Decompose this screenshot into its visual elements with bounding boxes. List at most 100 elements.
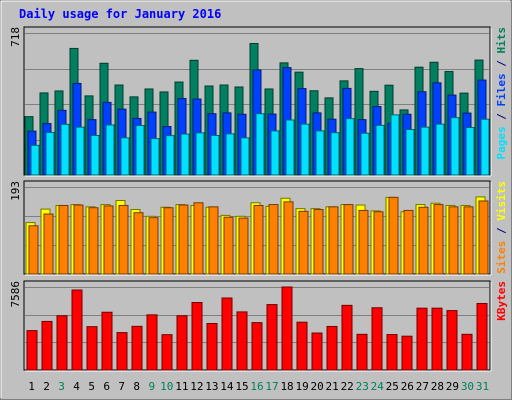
bar-kbytes-day-13 — [206, 322, 218, 371]
bar-sites-day-4 — [73, 204, 84, 275]
x-tick-label: 4 — [73, 380, 80, 393]
bar-pages-day-4 — [75, 126, 85, 176]
bar-kbytes-day-25 — [386, 334, 398, 371]
bar-pages-day-31 — [480, 118, 490, 176]
bar-pages-day-29 — [450, 117, 460, 176]
x-tick-label: 24 — [371, 380, 385, 393]
bar-pages-day-20 — [315, 130, 325, 176]
bar-pages-day-26 — [405, 129, 415, 176]
bar-sites-day-25 — [388, 196, 399, 275]
x-tick-label: 31 — [476, 380, 489, 393]
bar-sites-day-14 — [223, 216, 234, 275]
y-max-label: 7586 — [9, 281, 22, 308]
bar-sites-day-9 — [148, 217, 159, 275]
x-tick-label: 14 — [220, 380, 234, 393]
bar-pages-day-17 — [270, 130, 280, 176]
bar-sites-day-22 — [343, 204, 354, 275]
x-tick-label: 12 — [190, 380, 203, 393]
legend-entry: Visits — [495, 181, 508, 221]
bar-pages-day-8 — [135, 125, 145, 176]
legend: Sites / Visits — [495, 181, 508, 274]
x-tick-label: 29 — [446, 380, 459, 393]
bar-sites-day-28 — [433, 204, 444, 275]
panel-hits-files-pages: 718 Pages / Files / Hits — [9, 26, 508, 177]
legend-entry: / — [495, 221, 508, 241]
x-tick-label: 9 — [148, 380, 155, 393]
panel-visits-sites: 193 Sites / Visits — [9, 180, 508, 276]
bar-kbytes-day-10 — [161, 334, 173, 371]
bar-sites-day-13 — [208, 206, 219, 275]
bar-pages-day-16 — [255, 113, 265, 176]
bar-pages-day-30 — [465, 127, 475, 176]
bar-sites-day-2 — [43, 213, 54, 275]
bar-pages-day-15 — [240, 137, 250, 176]
bar-kbytes-day-6 — [101, 311, 113, 371]
x-tick-label: 21 — [326, 380, 339, 393]
bar-sites-day-30 — [463, 206, 474, 275]
x-tick-label: 16 — [250, 380, 263, 393]
bar-sites-day-23 — [358, 209, 369, 275]
bar-pages-day-6 — [105, 124, 115, 176]
bar-pages-day-23 — [360, 132, 370, 176]
bar-kbytes-day-15 — [236, 311, 248, 371]
bar-pages-day-22 — [345, 118, 355, 176]
bar-sites-day-20 — [313, 209, 324, 275]
bar-pages-day-27 — [420, 126, 430, 176]
bar-sites-day-29 — [448, 206, 459, 275]
y-max-label: 718 — [9, 27, 22, 47]
panel-kbytes: 7586 KBytes — [9, 280, 508, 372]
legend-entry: / — [495, 54, 508, 74]
bar-pages-day-2 — [45, 131, 55, 176]
bar-kbytes-day-16 — [251, 322, 263, 371]
bar-kbytes-day-11 — [176, 315, 188, 371]
x-tick-label: 20 — [311, 380, 324, 393]
legend: Pages / Files / Hits — [495, 27, 508, 160]
bar-sites-day-8 — [133, 212, 144, 275]
bar-sites-day-5 — [88, 207, 99, 275]
bar-kbytes-day-2 — [41, 320, 53, 371]
bar-pages-day-9 — [150, 138, 160, 176]
bar-sites-day-15 — [238, 217, 249, 275]
x-tick-label: 19 — [295, 380, 308, 393]
bar-sites-day-24 — [373, 211, 384, 275]
bar-kbytes-day-19 — [296, 321, 308, 371]
bar-kbytes-day-8 — [131, 325, 143, 371]
x-axis-day-labels: 1 2 3 4 5 6 7 8 9 10 11 12 13 14 15 16 17 18 19 20 21 22 23 24 2… — [28, 380, 489, 393]
x-tick-label: 8 — [133, 380, 140, 393]
bar-sites-day-17 — [268, 204, 279, 275]
bar-kbytes-day-9 — [146, 314, 158, 371]
bar-pages-day-21 — [330, 132, 340, 176]
x-tick-label: 1 — [28, 380, 35, 393]
bar-kbytes-day-24 — [371, 307, 383, 371]
x-tick-label: 30 — [461, 380, 474, 393]
x-tick-label: 7 — [118, 380, 125, 393]
bar-kbytes-day-18 — [281, 286, 293, 371]
chart-title: Daily usage for January 2016 — [19, 7, 221, 21]
bar-sites-day-27 — [418, 206, 429, 275]
bar-pages-day-25 — [390, 114, 400, 176]
bar-sites-day-18 — [283, 201, 294, 275]
bar-kbytes-day-21 — [326, 325, 338, 371]
bar-sites-day-7 — [118, 204, 129, 275]
x-tick-label: 13 — [205, 380, 218, 393]
legend: KBytes — [495, 281, 508, 321]
x-tick-label: 6 — [103, 380, 110, 393]
x-tick-label: 23 — [356, 380, 369, 393]
bar-sites-day-11 — [178, 204, 189, 275]
x-tick-label: 11 — [175, 380, 188, 393]
bar-pages-day-19 — [300, 123, 310, 176]
bar-kbytes-day-30 — [461, 333, 473, 371]
y-max-label: 193 — [9, 181, 22, 201]
bar-pages-day-10 — [165, 135, 175, 176]
legend-entry: Sites — [495, 241, 508, 274]
bar-sites-day-12 — [193, 202, 204, 275]
legend-entry: Files — [495, 73, 508, 106]
bar-sites-day-21 — [328, 206, 339, 275]
bar-kbytes-day-27 — [416, 307, 428, 371]
bar-kbytes-day-4 — [71, 289, 83, 371]
x-tick-label: 15 — [235, 380, 248, 393]
legend-entry: / — [495, 107, 508, 127]
x-tick-label: 28 — [431, 380, 444, 393]
bar-kbytes-day-17 — [266, 304, 278, 371]
